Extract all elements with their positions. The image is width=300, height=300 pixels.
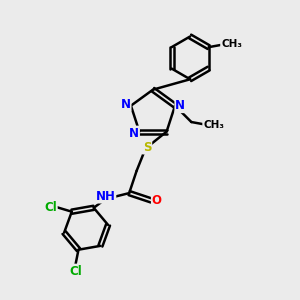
Text: NH: NH [95, 190, 116, 202]
Text: Cl: Cl [69, 265, 82, 278]
Text: N: N [129, 127, 139, 140]
Text: O: O [152, 194, 162, 207]
Text: N: N [176, 99, 185, 112]
Text: CH₃: CH₃ [203, 120, 224, 130]
Text: Cl: Cl [44, 201, 57, 214]
Text: N: N [121, 98, 130, 111]
Text: CH₃: CH₃ [221, 39, 242, 49]
Text: S: S [143, 140, 151, 154]
